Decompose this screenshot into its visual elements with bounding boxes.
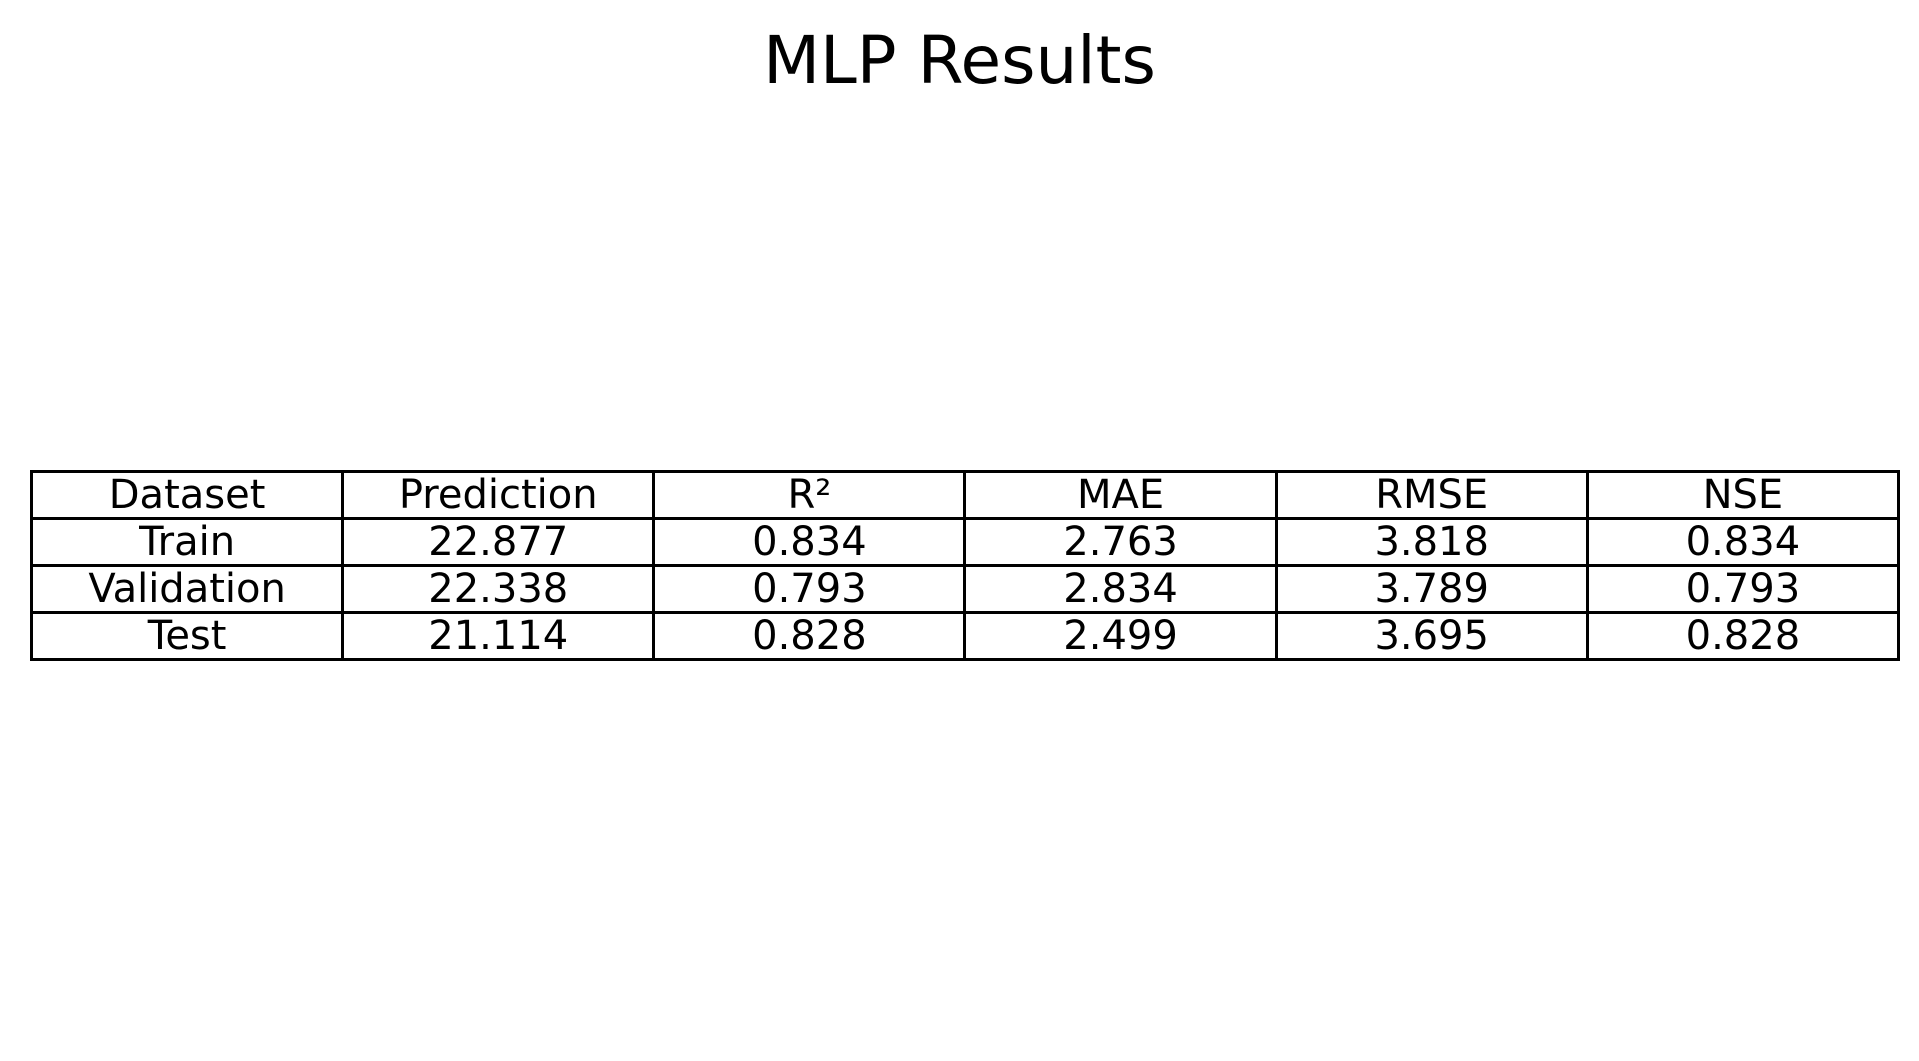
table-row-validation: Validation 22.338 0.793 2.834 3.789 0.79… bbox=[29, 564, 1901, 614]
column-header-dataset: Dataset bbox=[29, 470, 345, 520]
cell-rmse: 3.818 bbox=[1274, 517, 1589, 567]
cell-dataset: Validation bbox=[29, 564, 345, 614]
cell-mae: 2.834 bbox=[963, 564, 1278, 614]
cell-nse: 0.793 bbox=[1585, 564, 1901, 614]
results-table: Dataset Prediction R² MAE RMSE NSE Train… bbox=[29, 470, 1901, 661]
cell-dataset: Train bbox=[29, 517, 345, 567]
cell-r2: 0.793 bbox=[652, 564, 967, 614]
cell-r2: 0.828 bbox=[652, 611, 967, 661]
cell-rmse: 3.695 bbox=[1274, 611, 1589, 661]
cell-nse: 0.828 bbox=[1585, 611, 1901, 661]
table-row-test: Test 21.114 0.828 2.499 3.695 0.828 bbox=[29, 611, 1901, 661]
cell-dataset: Test bbox=[29, 611, 345, 661]
table-header-row: Dataset Prediction R² MAE RMSE NSE bbox=[29, 470, 1901, 520]
column-header-prediction: Prediction bbox=[341, 470, 656, 520]
table-row-train: Train 22.877 0.834 2.763 3.818 0.834 bbox=[29, 517, 1901, 567]
cell-r2: 0.834 bbox=[652, 517, 967, 567]
cell-prediction: 21.114 bbox=[341, 611, 656, 661]
cell-rmse: 3.789 bbox=[1274, 564, 1589, 614]
cell-mae: 2.499 bbox=[963, 611, 1278, 661]
chart-title: MLP Results bbox=[763, 22, 1156, 99]
column-header-nse: NSE bbox=[1585, 470, 1901, 520]
cell-prediction: 22.338 bbox=[341, 564, 656, 614]
column-header-mae: MAE bbox=[963, 470, 1278, 520]
column-header-rmse: RMSE bbox=[1274, 470, 1589, 520]
cell-prediction: 22.877 bbox=[341, 517, 656, 567]
cell-mae: 2.763 bbox=[963, 517, 1278, 567]
cell-nse: 0.834 bbox=[1585, 517, 1901, 567]
column-header-r2: R² bbox=[652, 470, 967, 520]
